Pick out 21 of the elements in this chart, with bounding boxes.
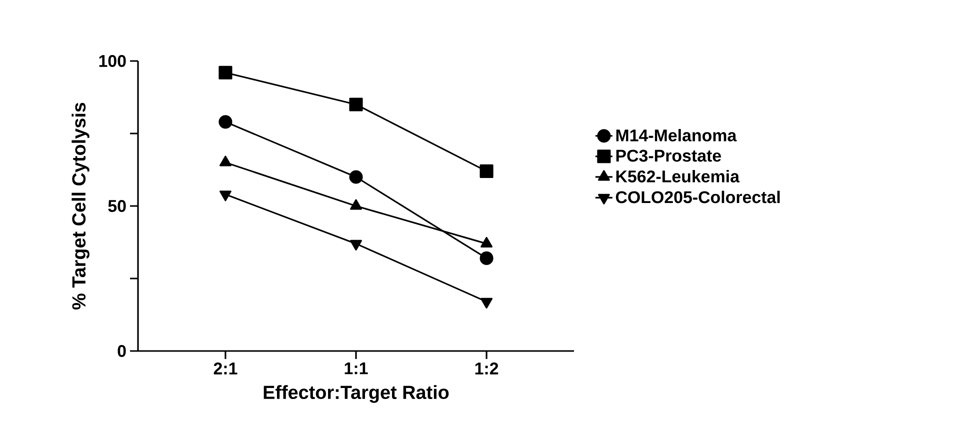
legend-label: M14-Melanoma bbox=[616, 128, 737, 142]
y-tick-label: 100 bbox=[99, 55, 126, 67]
point bbox=[219, 190, 232, 202]
point bbox=[218, 115, 232, 129]
x-tick-label: 1:2 bbox=[475, 362, 498, 374]
point bbox=[350, 240, 362, 250]
point bbox=[480, 298, 493, 308]
x-tick-label: 2:1 bbox=[214, 362, 238, 374]
legend-label: K562-Leukemia bbox=[616, 170, 740, 182]
x-axis-title: Effector:Target Ratio bbox=[264, 385, 449, 403]
point bbox=[480, 251, 494, 265]
y-axis-title: % Target Cell Cytolysis bbox=[72, 102, 90, 310]
y-tick-label: 0 bbox=[118, 345, 126, 357]
point bbox=[349, 170, 363, 184]
legend-label: COLO205-Colorectal bbox=[616, 190, 780, 204]
point bbox=[349, 98, 363, 112]
point bbox=[218, 66, 232, 80]
y-tick-label: 50 bbox=[108, 200, 126, 212]
legend-label: PC3-Prostate bbox=[616, 150, 721, 162]
point bbox=[480, 164, 494, 178]
x-tick-label: 1:1 bbox=[344, 362, 368, 374]
